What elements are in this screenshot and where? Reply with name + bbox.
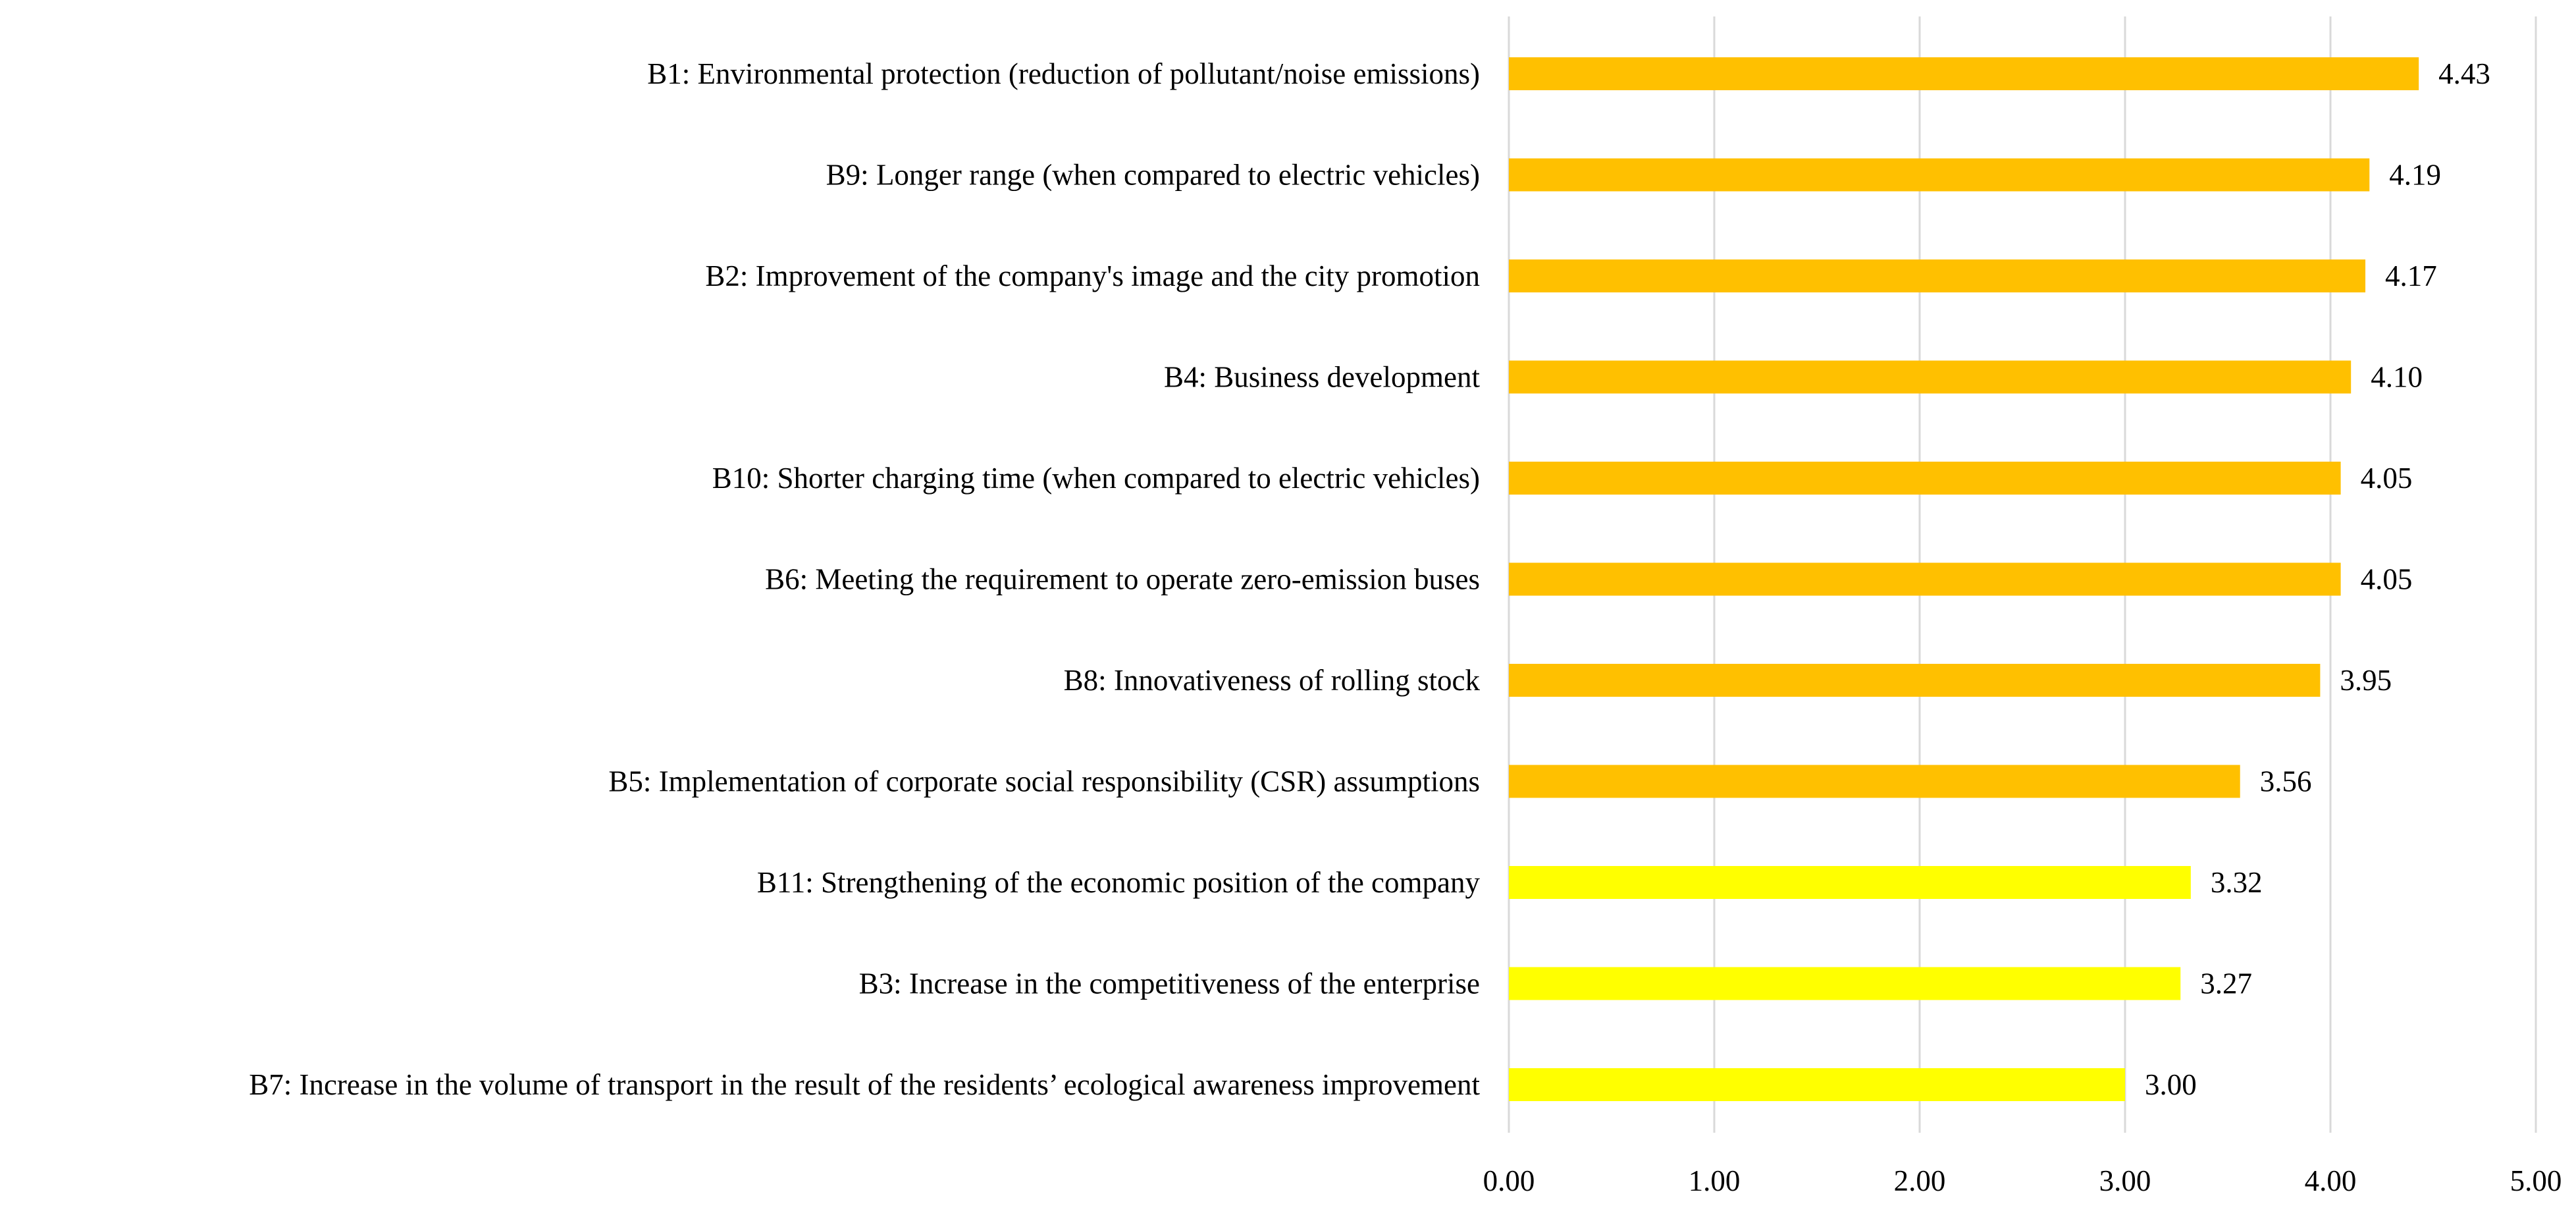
x-tick-label: 5.00 (2510, 1164, 2562, 1197)
category-label: B9: Longer range (when compared to elect… (826, 159, 1480, 192)
bar (1509, 765, 2240, 798)
category-labels: B1: Environmental protection (reduction … (249, 57, 1480, 1101)
category-label: B7: Increase in the volume of transport … (249, 1068, 1480, 1101)
category-label: B2: Improvement of the company's image a… (705, 259, 1480, 292)
bar (1509, 462, 2341, 495)
x-tick-label: 2.00 (1894, 1164, 1946, 1197)
value-label: 3.95 (2340, 664, 2392, 697)
value-label: 3.00 (2145, 1068, 2197, 1101)
value-label: 4.17 (2385, 259, 2437, 292)
bar (1509, 866, 2191, 899)
x-tick-label: 0.00 (1483, 1164, 1535, 1197)
bar (1509, 967, 2181, 1000)
bar (1509, 57, 2419, 90)
bar (1509, 158, 2370, 192)
category-label: B10: Shorter charging time (when compare… (712, 462, 1480, 495)
value-label: 4.05 (2361, 563, 2413, 596)
x-tick-label: 3.00 (2099, 1164, 2151, 1197)
bar (1509, 562, 2341, 596)
value-label: 4.43 (2438, 57, 2490, 90)
bar (1509, 259, 2366, 292)
category-label: B6: Meeting the requirement to operate z… (765, 563, 1480, 596)
category-label: B11: Strengthening of the economic posit… (757, 866, 1481, 899)
value-label: 3.27 (2200, 967, 2252, 1000)
value-label: 3.32 (2211, 866, 2263, 899)
category-label: B1: Environmental protection (reduction … (647, 57, 1480, 90)
category-label: B8: Innovativeness of rolling stock (1064, 664, 1481, 697)
bar (1509, 1068, 2125, 1101)
value-label: 3.56 (2260, 765, 2312, 798)
bars (1509, 57, 2419, 1101)
x-axis-tick-labels: 0.00 1.00 2.00 3.00 4.00 5.00 (1483, 1164, 2562, 1197)
x-tick-label: 4.00 (2305, 1164, 2357, 1197)
value-label: 4.10 (2371, 361, 2423, 394)
x-tick-label: 1.00 (1689, 1164, 1741, 1197)
category-label: B5: Implementation of corporate social r… (608, 765, 1480, 798)
category-label: B4: Business development (1164, 361, 1480, 394)
bar (1509, 360, 2352, 394)
value-label: 4.05 (2361, 462, 2413, 495)
value-labels: 4.43 4.19 4.17 4.10 4.05 4.05 3.95 3.56 3.32 3.27… (2145, 57, 2490, 1101)
bar (1509, 664, 2321, 697)
value-label: 4.19 (2389, 159, 2441, 192)
category-label: B3: Increase in the competitiveness of t… (859, 967, 1480, 1000)
